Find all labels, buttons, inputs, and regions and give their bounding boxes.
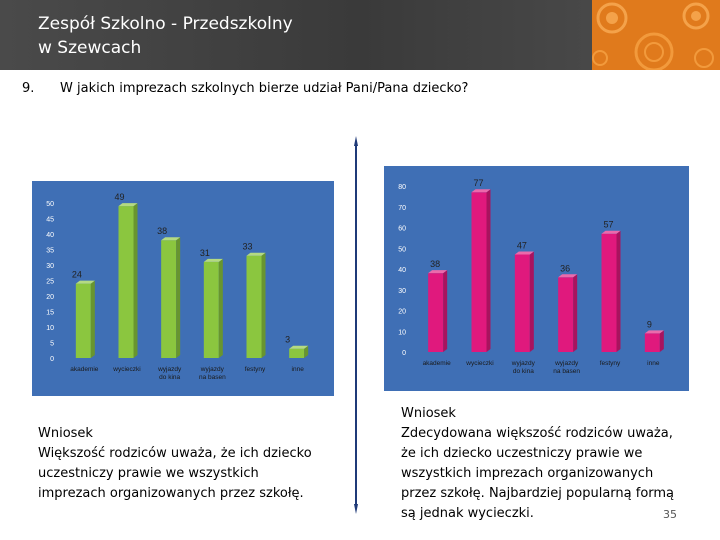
chart-left-svg: 0 5 10 15 20 25 30 35 40 45 50 24 akademie 49 wycieczk… (32, 181, 334, 396)
right-category-label: wyjazdy na basen (553, 360, 580, 375)
right-y-tick-label: 50 (398, 246, 406, 253)
conclusion-right-title: Wniosek (401, 406, 456, 421)
conclusion-left-title: Wniosek (38, 426, 93, 441)
left-data-label: 3 (285, 335, 290, 345)
right-y-tick-label: 30 (398, 288, 406, 295)
right-bar (428, 270, 448, 352)
conclusion-left-text: Większość rodziców uważa, że ich dziecko… (38, 446, 312, 501)
right-data-label: 38 (430, 259, 440, 269)
left-bar (289, 345, 309, 358)
left-bar (246, 252, 266, 358)
right-category-label: inne (647, 360, 660, 367)
left-y-tick-label: 45 (46, 217, 54, 224)
right-category-label: wycieczki (465, 360, 493, 367)
left-category-label: wyjazdy na basen (199, 366, 226, 381)
right-y-tick-label: 60 (398, 226, 406, 233)
right-category-label: akademie (423, 360, 452, 367)
slide-title-line1: Zespół Szkolno - Przedszkolny (38, 14, 293, 34)
left-y-tick-label: 10 (46, 325, 54, 332)
left-bar (75, 280, 95, 358)
conclusion-left: Wniosek Większość rodziców uważa, że ich… (38, 424, 328, 504)
left-y-tick-label: 0 (50, 356, 54, 363)
slide-title-line2: w Szewcach (38, 38, 142, 58)
left-category-label: wycieczki (112, 366, 140, 373)
right-y-tick-label: 80 (398, 184, 406, 191)
left-y-tick-label: 50 (46, 201, 54, 208)
left-data-label: 31 (200, 248, 210, 258)
question-text: W jakich imprezach szkolnych bierze udzi… (60, 81, 469, 96)
right-bar (514, 251, 534, 352)
right-category-label: festyny (600, 360, 621, 367)
left-category-label: wyjazdy do kina (157, 366, 182, 381)
left-category-label: festyny (245, 366, 266, 373)
right-y-tick-label: 20 (398, 309, 406, 316)
double-arrow-divider (354, 136, 358, 514)
right-bar (471, 189, 491, 352)
slide-header: Zespół Szkolno - Przedszkolny w Szewcach (0, 0, 720, 70)
left-y-tick-label: 35 (46, 248, 54, 255)
chart-right-svg: 0 10 20 30 40 50 60 70 80 38 akademie 77 wycieczki 47… (384, 166, 689, 391)
right-y-tick-label: 70 (398, 205, 406, 212)
question-number: 9. (22, 81, 35, 96)
left-y-tick-label: 30 (46, 263, 54, 270)
left-bar (118, 203, 138, 358)
right-bar (558, 274, 578, 352)
right-data-label: 57 (604, 220, 614, 230)
left-category-label: akademie (70, 366, 99, 373)
conclusion-right-text: Zdecydowana większość rodziców uważa, że… (401, 426, 675, 521)
slide-title: Zespół Szkolno - Przedszkolny w Szewcach (38, 12, 293, 60)
left-data-label: 49 (115, 192, 125, 202)
right-bar (644, 330, 664, 352)
right-data-label: 77 (474, 178, 484, 188)
right-category-label: wyjazdy do kina (511, 360, 536, 375)
left-bar (203, 258, 223, 358)
right-bar (601, 230, 621, 352)
page-number: 35 (663, 508, 677, 521)
left-y-tick-label: 20 (46, 294, 54, 301)
right-data-label: 9 (647, 319, 652, 329)
left-y-tick-label: 15 (46, 310, 54, 317)
decorative-circles-icon (592, 0, 720, 70)
left-category-label: inne (292, 366, 305, 373)
decorative-pattern (592, 0, 720, 70)
conclusion-right: Wniosek Zdecydowana większość rodziców u… (401, 404, 691, 524)
bar-chart-right: 0 10 20 30 40 50 60 70 80 38 akademie 77 wycieczki 47… (384, 166, 689, 391)
left-y-tick-label: 5 (50, 341, 54, 348)
right-data-label: 47 (517, 240, 527, 250)
left-data-label: 33 (243, 242, 253, 252)
bar-chart-left: 0 5 10 15 20 25 30 35 40 45 50 24 akademie 49 wycieczk… (32, 181, 334, 396)
left-y-tick-label: 25 (46, 279, 54, 286)
left-bar (161, 237, 181, 358)
right-data-label: 36 (560, 263, 570, 273)
left-data-label: 24 (72, 270, 82, 280)
left-y-tick-label: 40 (46, 232, 54, 239)
left-data-label: 38 (157, 226, 167, 236)
right-y-tick-label: 10 (398, 329, 406, 336)
right-y-tick-label: 40 (398, 267, 406, 274)
right-y-tick-label: 0 (402, 350, 406, 357)
